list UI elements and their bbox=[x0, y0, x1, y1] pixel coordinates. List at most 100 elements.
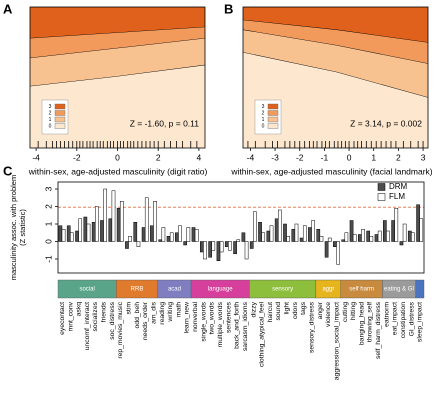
bar bbox=[150, 225, 154, 242]
bar bbox=[366, 230, 371, 242]
bar bbox=[111, 190, 116, 242]
bar bbox=[241, 232, 246, 242]
x-tick-label: anger bbox=[317, 301, 324, 319]
y-axis-label: masculinity assoc. with problem bbox=[9, 175, 18, 280]
area-band bbox=[30, 7, 205, 39]
bar bbox=[178, 225, 182, 242]
domain-label: sensory bbox=[272, 287, 293, 293]
bar bbox=[382, 220, 387, 242]
bar bbox=[186, 227, 191, 242]
legend-swatch bbox=[54, 103, 66, 110]
y-tick-label: 1 bbox=[43, 221, 53, 226]
bar bbox=[211, 241, 216, 251]
y-tick-label: 0 bbox=[43, 239, 53, 244]
x-tick-label: single_words bbox=[200, 301, 207, 341]
bar bbox=[233, 241, 237, 254]
bar bbox=[419, 218, 424, 242]
x-tick-label: GI_distress bbox=[408, 301, 415, 336]
x-tick-label: sound bbox=[275, 302, 282, 321]
area-band bbox=[243, 7, 428, 43]
x-tick-label: writing bbox=[167, 302, 174, 323]
bar bbox=[302, 225, 307, 242]
x-tick-label: 4 bbox=[197, 152, 202, 162]
bar bbox=[91, 222, 96, 242]
bar bbox=[103, 188, 107, 242]
legend-label: FLM bbox=[389, 192, 405, 201]
legend-swatch bbox=[54, 110, 66, 116]
bar bbox=[283, 223, 287, 242]
legend-swatch bbox=[54, 116, 66, 123]
y-tick-label: 3 bbox=[43, 186, 53, 191]
x-tick-label: sentences bbox=[225, 301, 232, 333]
x-axis-label: within-sex, age-adjusted masculinity (di… bbox=[28, 166, 208, 176]
bar bbox=[291, 229, 296, 242]
bar bbox=[369, 236, 374, 242]
x-tick-label: 0 bbox=[115, 152, 120, 162]
bar bbox=[341, 239, 346, 242]
bar bbox=[58, 225, 63, 242]
legend-label: 1 bbox=[262, 117, 265, 123]
bar bbox=[203, 241, 207, 260]
x-tick-label: math bbox=[175, 302, 182, 317]
plot-frame bbox=[242, 6, 429, 149]
bar bbox=[311, 220, 315, 242]
bar bbox=[108, 218, 113, 242]
bar bbox=[144, 197, 149, 242]
legend-label: 3 bbox=[262, 104, 265, 110]
bar bbox=[169, 232, 174, 242]
bar bbox=[391, 220, 395, 242]
panel-letter: B bbox=[224, 1, 233, 16]
x-tick-label: stim bbox=[126, 302, 133, 315]
bar bbox=[128, 236, 132, 242]
bar bbox=[336, 241, 340, 265]
x-tick-label: haircut bbox=[267, 302, 274, 323]
area-band bbox=[243, 29, 428, 98]
x-tick-label: sarcasm_idioms bbox=[242, 301, 249, 351]
x-tick-label: rep_movies_music bbox=[117, 301, 124, 358]
legend-label: 0 bbox=[49, 123, 52, 129]
bar bbox=[116, 208, 121, 242]
x-tick-label: 3 bbox=[421, 152, 426, 162]
bar bbox=[269, 225, 274, 242]
legend-swatch bbox=[267, 103, 279, 110]
x-tick-label: hitting bbox=[350, 302, 357, 320]
x-tick-label: cutting bbox=[342, 302, 349, 322]
y-tick-label: 2 bbox=[43, 204, 53, 209]
x-tick-label: clothing_atypical_feel bbox=[259, 302, 266, 367]
x-tick-label: back_and_forth bbox=[234, 302, 241, 349]
x-tick-label: -2 bbox=[73, 152, 81, 162]
x-tick-label: -4 bbox=[247, 152, 255, 162]
domain-label: self harm bbox=[349, 287, 374, 293]
legend-label: DRM bbox=[389, 182, 408, 191]
area-band bbox=[30, 64, 205, 148]
domain-label: social bbox=[79, 287, 94, 293]
bar bbox=[119, 201, 124, 242]
bar bbox=[78, 218, 83, 242]
x-tick-label: odd_beh bbox=[134, 302, 141, 329]
bar bbox=[349, 220, 354, 242]
area-band bbox=[243, 19, 428, 64]
x-tick-label: 2 bbox=[396, 152, 401, 162]
bar bbox=[75, 230, 79, 242]
bar bbox=[344, 232, 349, 242]
bar bbox=[399, 241, 404, 246]
x-tick-label: socializes bbox=[92, 301, 99, 331]
bar bbox=[319, 236, 324, 242]
bar bbox=[308, 227, 312, 242]
bar bbox=[133, 222, 138, 242]
x-tick-label: -1 bbox=[321, 152, 329, 162]
x-tick-label: 2 bbox=[156, 152, 161, 162]
bar bbox=[402, 223, 407, 242]
bar bbox=[374, 234, 379, 242]
bar bbox=[361, 229, 365, 242]
legend-label: 0 bbox=[262, 123, 265, 129]
bar bbox=[228, 241, 232, 251]
bar bbox=[61, 229, 66, 242]
x-tick-label: askq bbox=[76, 302, 83, 317]
x-tick-label: eatnorm bbox=[383, 302, 390, 327]
bar bbox=[95, 206, 99, 242]
x-axis-label: within-sex, age-adjusted masculinity (fa… bbox=[230, 166, 432, 176]
bar bbox=[208, 241, 212, 258]
x-tick-label: dizzy bbox=[250, 301, 257, 317]
